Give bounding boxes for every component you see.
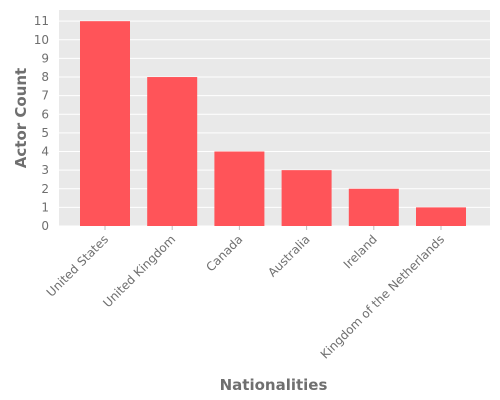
y-tick-label: 0 [41, 219, 49, 233]
bar-ireland [348, 188, 399, 226]
y-tick-label: 8 [41, 70, 49, 84]
bar-kingdom-of-the-netherlands [416, 207, 466, 226]
x-tick-label: Australia [265, 232, 312, 279]
bars [80, 21, 466, 227]
y-tick-label: 5 [41, 126, 49, 140]
y-tick-label: 4 [41, 145, 49, 159]
y-tick-label: 11 [34, 14, 49, 28]
x-tick-label: Kingdom of the Netherlands [318, 232, 447, 361]
x-tick-label: United Kingdom [100, 232, 178, 310]
x-tick-label: Ireland [341, 232, 380, 271]
y-tick-label: 6 [41, 107, 49, 121]
bar-united-kingdom [147, 77, 198, 226]
y-tick-label: 2 [41, 182, 49, 196]
y-axis-ticks: 0 1 2 3 4 5 6 7 8 9 10 11 [34, 14, 49, 233]
x-axis-label: Nationalities [220, 376, 328, 394]
x-tick-label: Canada [203, 232, 245, 274]
y-tick-label: 3 [41, 163, 49, 177]
y-tick-label: 7 [41, 89, 49, 103]
x-tick-label: United States [44, 232, 111, 299]
gridlines [59, 20, 490, 227]
plot-background [59, 10, 490, 226]
bar-australia [281, 170, 332, 226]
y-tick-label: 1 [41, 200, 49, 214]
bar-canada [214, 151, 265, 226]
y-tick-label: 10 [34, 33, 49, 47]
bar-united-states [80, 21, 130, 227]
y-tick-label: 9 [41, 51, 49, 65]
y-axis-label: Actor Count [12, 68, 30, 168]
